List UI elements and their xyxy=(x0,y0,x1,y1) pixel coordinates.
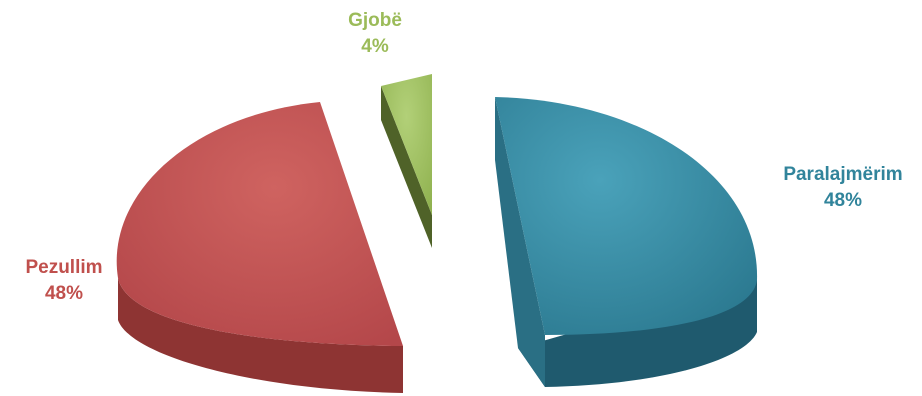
slice-paralajmerim-top xyxy=(495,97,758,335)
label-gjobe-name: Gjobë xyxy=(348,10,402,31)
slice-paralajmerim xyxy=(495,97,758,387)
label-gjobe: Gjobë 4% xyxy=(320,8,430,60)
label-pezullim: Pezullim 48% xyxy=(4,255,124,307)
slice-pezullim-top xyxy=(116,102,403,346)
label-gjobe-value: 4% xyxy=(361,36,389,57)
label-pezullim-name: Pezullim xyxy=(25,257,103,278)
slice-pezullim-side xyxy=(118,278,403,393)
slice-gjobe-side xyxy=(381,86,432,248)
slice-pezullim xyxy=(116,102,403,393)
label-paralajmerim-value: 48% xyxy=(823,190,863,211)
slice-gjobe-top xyxy=(381,74,432,215)
label-paralajmerim-name: Paralajmërim xyxy=(783,164,903,185)
label-paralajmerim: Paralajmërim 48% xyxy=(768,162,918,214)
slice-gjobe xyxy=(381,74,432,248)
slice-paralajmerim-wall xyxy=(495,97,545,387)
label-pezullim-value: 48% xyxy=(44,283,84,304)
